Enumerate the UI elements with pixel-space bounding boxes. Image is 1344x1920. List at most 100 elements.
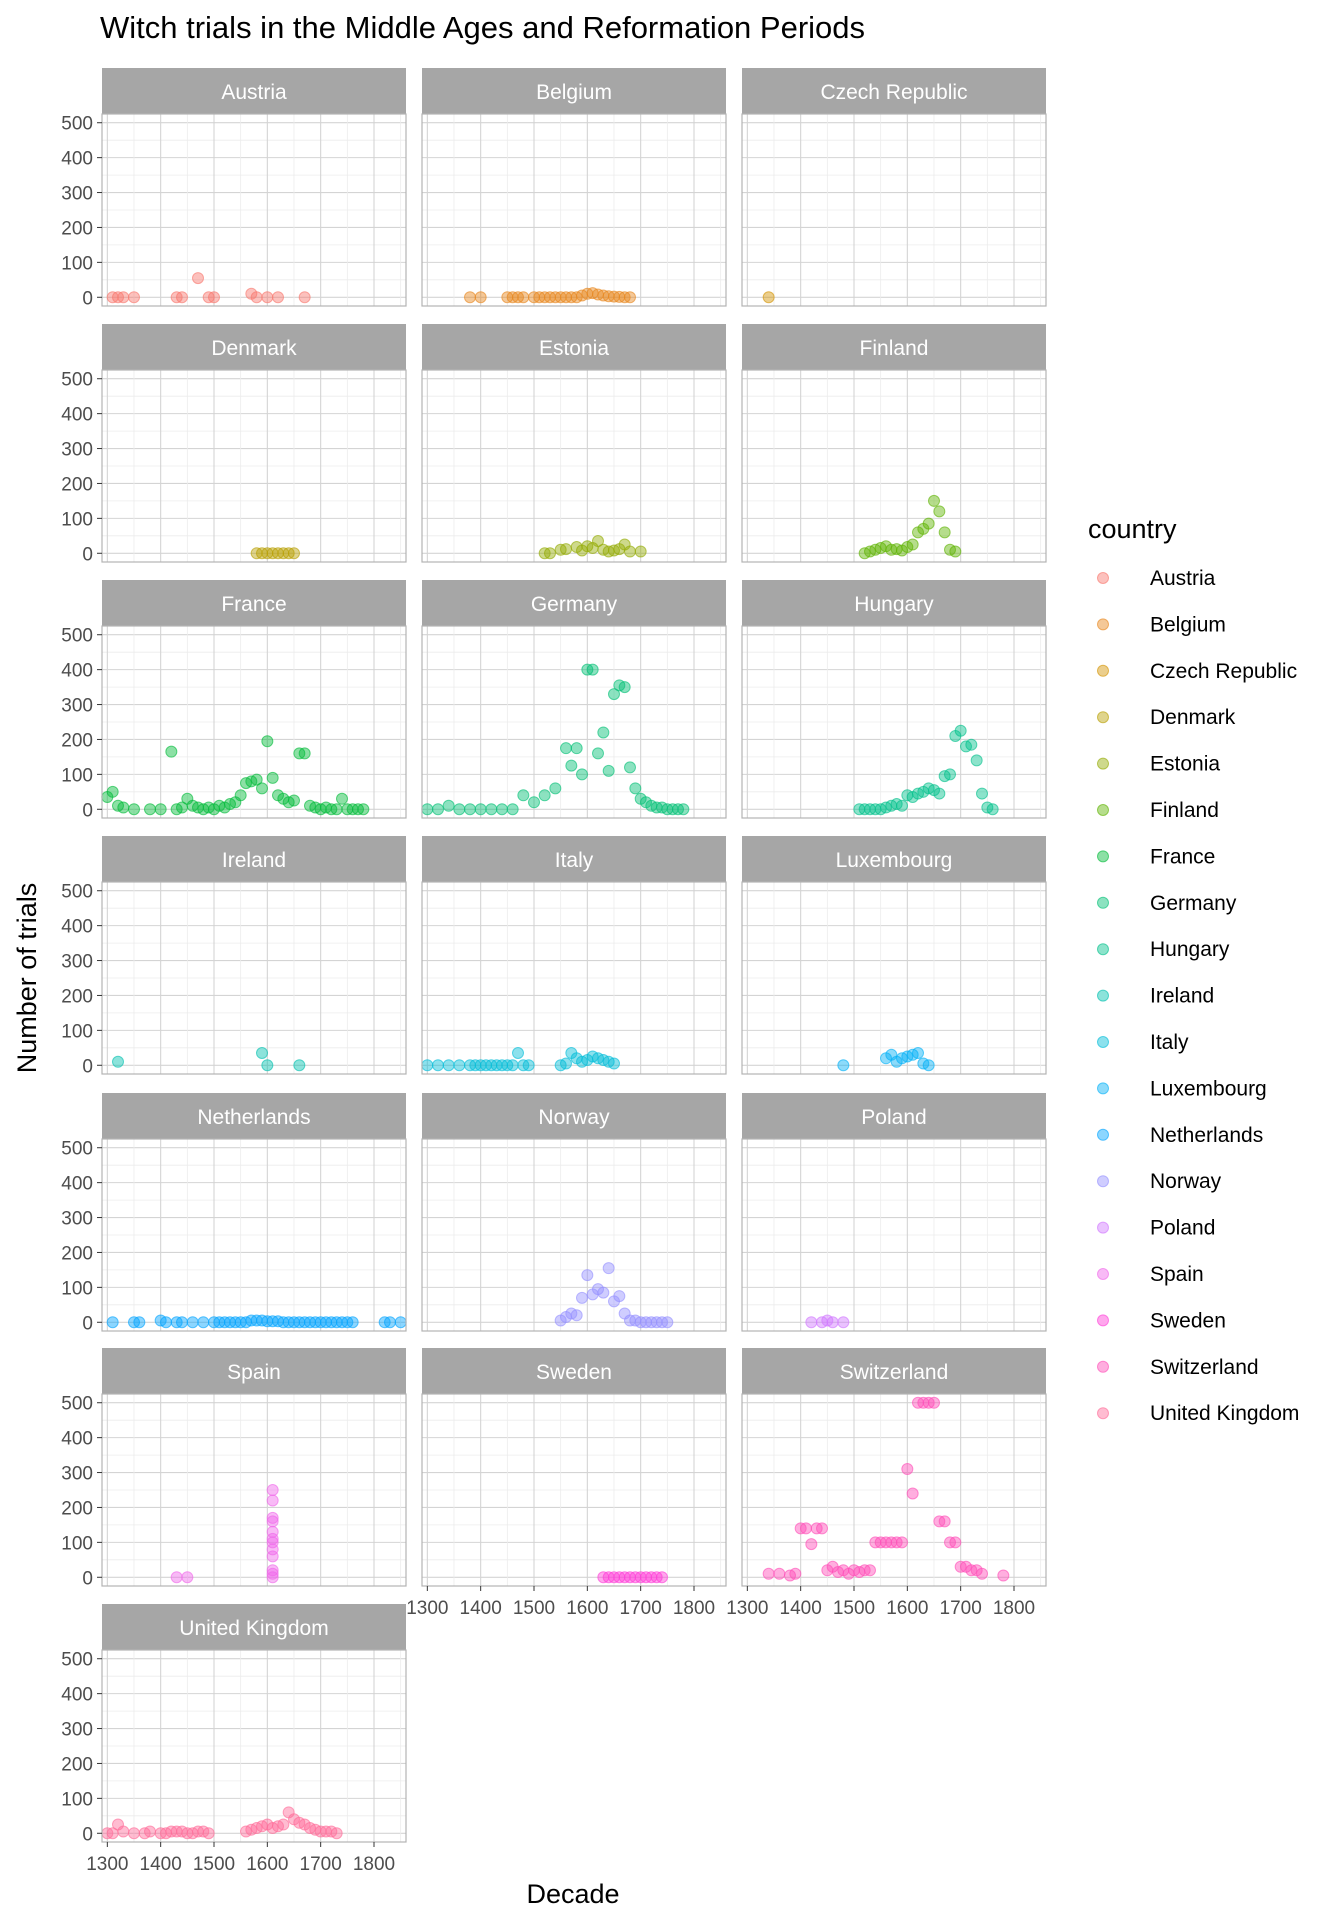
strip-background: [742, 1348, 1046, 1394]
strip-background: [422, 1348, 726, 1394]
legend-item-denmark: Denmark: [1097, 706, 1236, 729]
data-point: [597, 1286, 610, 1299]
panel-switzerland: Switzerland 1300 1400 1500 1600 1700 1800: [726, 1348, 1047, 1619]
data-point: [186, 1316, 199, 1329]
legend-label: Sweden: [1150, 1309, 1226, 1332]
panel-spain: Spain 0 100 200 300 400 500: [61, 1348, 407, 1589]
legend-label: France: [1150, 845, 1215, 868]
data-point: [970, 754, 983, 767]
data-point: [608, 688, 620, 701]
legend-key: [1097, 989, 1109, 1002]
data-point: [661, 1316, 674, 1329]
data-point: [896, 1536, 908, 1549]
legend-item-germany: Germany: [1097, 892, 1237, 915]
legend-title: country: [1088, 514, 1177, 544]
strip-label: Hungary: [854, 593, 934, 616]
legend-key: [1097, 1360, 1109, 1373]
data-point: [949, 1536, 962, 1549]
strip-background: [102, 836, 406, 882]
points-norway: [554, 1262, 674, 1329]
y-tick-label: 200: [61, 986, 93, 1007]
panel-border: [741, 1393, 1047, 1587]
strip-background: [102, 324, 406, 370]
gridlines: [742, 882, 1046, 1074]
y-tick-label: 100: [61, 253, 93, 274]
strip-label: Germany: [531, 593, 618, 616]
data-point: [602, 764, 615, 777]
y-tick-label: 200: [61, 474, 93, 495]
panel-austria: Austria 0 100 200 300 400 500: [61, 68, 407, 309]
panel-luxembourg: Luxembourg: [741, 836, 1047, 1075]
panel-border: [421, 1138, 727, 1332]
data-point: [976, 787, 988, 800]
panel-france: France 0 100 200 300 400 500: [61, 580, 407, 821]
strip-label: Estonia: [539, 337, 609, 360]
gridlines: [742, 1394, 1046, 1586]
data-point: [805, 1316, 818, 1329]
legend-key: [1097, 664, 1109, 677]
legend-label: Switzerland: [1150, 1356, 1259, 1379]
points-finland: [858, 494, 962, 560]
data-point: [330, 1827, 343, 1840]
data-point: [106, 1316, 119, 1329]
data-point: [954, 724, 967, 737]
legend-item-italy: Italy: [1097, 1031, 1189, 1054]
panel-border: [101, 1393, 407, 1587]
data-point: [266, 1511, 279, 1524]
data-point: [597, 726, 610, 739]
data-point: [288, 547, 300, 560]
panel-denmark: Denmark 0 100 200 300 400 500: [61, 324, 407, 565]
data-point: [357, 803, 370, 816]
legend-key: [1097, 572, 1109, 584]
y-tick-label: 400: [61, 661, 93, 682]
y-tick-label: 100: [61, 1533, 93, 1554]
data-point: [613, 1290, 626, 1303]
data-point: [986, 803, 999, 816]
panel-border: [741, 625, 1047, 819]
legend-label: Germany: [1150, 892, 1237, 915]
legend-key: [1097, 850, 1109, 863]
legend-key: [1097, 1036, 1109, 1048]
data-point: [517, 789, 530, 802]
data-point: [346, 1316, 359, 1329]
data-point: [762, 1567, 775, 1580]
y-axis-label: Number of trials: [12, 883, 42, 1074]
strip-background: [102, 580, 406, 626]
points-denmark: [250, 547, 300, 560]
data-point: [837, 1059, 850, 1072]
data-point: [266, 1494, 279, 1507]
data-point: [474, 803, 487, 816]
data-point: [128, 291, 140, 304]
legend-item-united-kingdom: United Kingdom: [1097, 1402, 1299, 1425]
data-point: [901, 1463, 914, 1476]
legend-item-luxembourg: Luxembourg: [1097, 1077, 1267, 1100]
data-point: [128, 803, 140, 816]
panel-border: [421, 113, 727, 307]
data-point: [170, 1571, 183, 1584]
data-point: [773, 1567, 786, 1580]
data-point: [837, 1316, 850, 1329]
x-tick-label: 1600: [886, 1598, 928, 1619]
panel-border: [741, 1138, 1047, 1332]
x-tick-label: 1400: [460, 1598, 502, 1619]
data-point: [453, 803, 466, 816]
legend-label: Norway: [1150, 1170, 1222, 1193]
data-point: [618, 681, 631, 694]
panel-ireland: Ireland 0 100 200 300 400 500: [61, 836, 407, 1077]
legend: country Austria Belgium Czech Republic Denm…: [1088, 514, 1299, 1425]
data-point: [176, 1316, 188, 1329]
data-point: [133, 1316, 146, 1329]
y-tick-label: 100: [61, 765, 93, 786]
strip-background: [422, 1093, 726, 1139]
gridlines: [422, 1394, 726, 1586]
points-belgium: [464, 287, 636, 304]
strip-background: [422, 836, 726, 882]
legend-item-norway: Norway: [1097, 1170, 1222, 1193]
x-tick-label: 1300: [726, 1598, 768, 1619]
points-switzerland: [762, 1396, 1010, 1582]
legend-key: [1097, 943, 1109, 956]
panel-border: [741, 369, 1047, 563]
data-point: [464, 803, 476, 816]
data-point: [624, 761, 636, 774]
strip-label: Finland: [860, 337, 929, 360]
